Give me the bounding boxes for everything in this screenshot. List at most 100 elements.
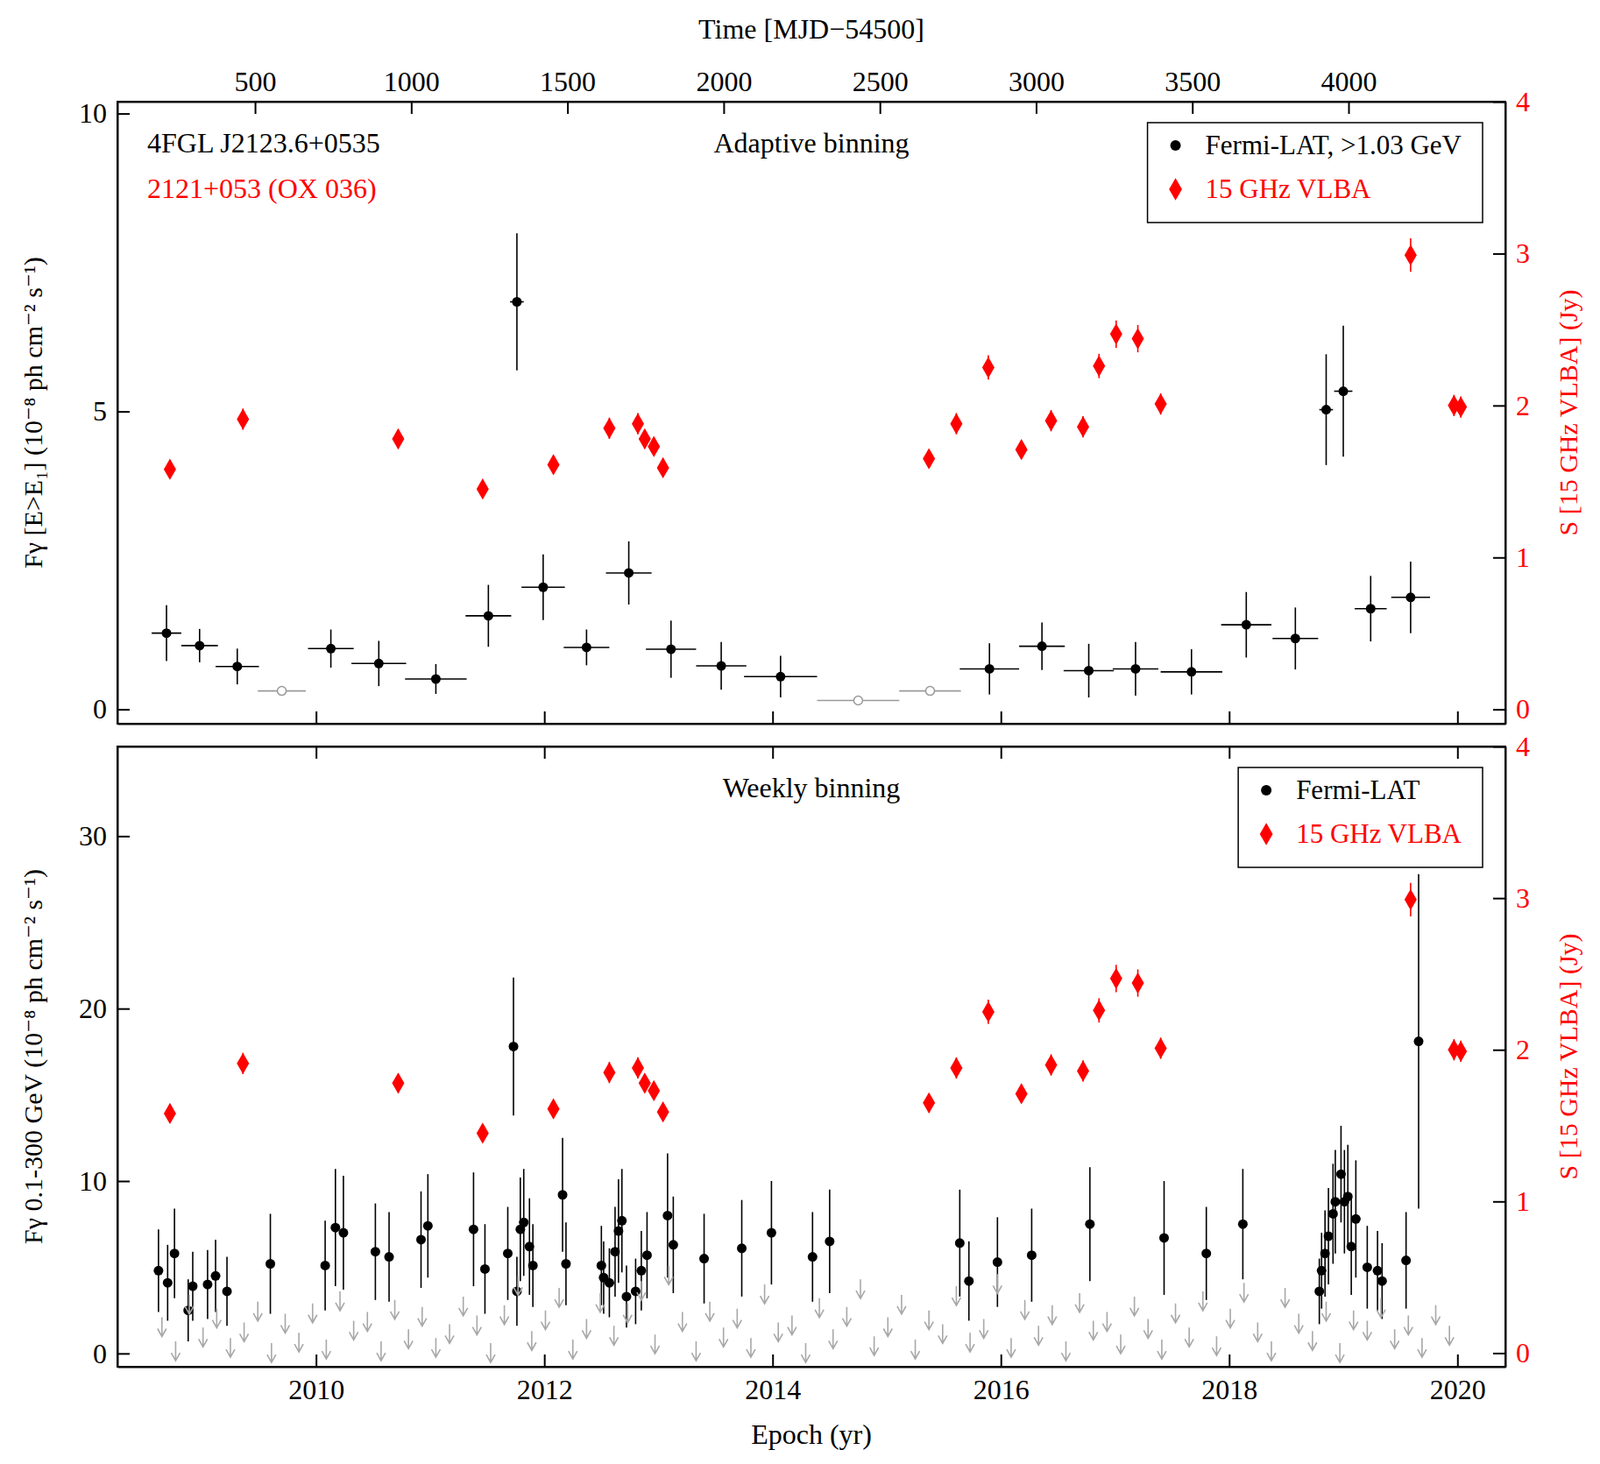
marker — [1366, 603, 1376, 614]
tick-label: 4 — [1515, 730, 1530, 763]
marker — [1045, 410, 1058, 432]
data-point — [1354, 575, 1387, 642]
marker — [1084, 1219, 1095, 1230]
upper-limit — [938, 1323, 948, 1344]
series — [151, 233, 1431, 698]
marker — [277, 686, 287, 696]
data-point — [320, 1220, 331, 1310]
data-point — [1362, 1225, 1373, 1309]
tick-mark — [1228, 1354, 1231, 1367]
data-point — [668, 1196, 679, 1294]
data-point — [1184, 1327, 1194, 1347]
upper-limit — [924, 1310, 934, 1331]
x2-axis: 5001000150020002500300035004000 — [118, 65, 1507, 114]
data-point — [1330, 1150, 1340, 1254]
upper-limit — [897, 1295, 907, 1315]
data-point — [606, 541, 652, 605]
data-point — [1198, 1291, 1208, 1311]
data-point — [1221, 592, 1272, 659]
upper-limit — [800, 1343, 810, 1363]
data-point — [1321, 1302, 1331, 1322]
data-point — [1161, 649, 1223, 695]
tick: 4000 — [1321, 65, 1378, 114]
data-point — [1403, 1316, 1413, 1336]
marker — [657, 1101, 670, 1123]
tick-label: 1500 — [539, 65, 596, 98]
data-point — [1047, 1305, 1057, 1325]
data-point — [842, 1307, 851, 1327]
marker — [384, 1252, 395, 1262]
marker — [1130, 664, 1140, 674]
data-point — [1089, 1320, 1098, 1340]
data-point — [1092, 998, 1105, 1023]
upper-limit — [1362, 1320, 1372, 1340]
upper-limit — [157, 1317, 167, 1338]
tick-mark — [1493, 1352, 1506, 1355]
data-point — [1110, 964, 1123, 992]
data-point — [391, 428, 404, 450]
marker — [547, 453, 560, 475]
data-point — [1132, 969, 1145, 997]
marker — [623, 567, 634, 578]
tick-mark — [117, 410, 130, 413]
data-point — [157, 1317, 167, 1338]
upper-limit — [1171, 1303, 1181, 1324]
tick-mark — [1000, 711, 1003, 724]
marker — [616, 1216, 627, 1226]
upper-limit — [814, 1298, 824, 1318]
tick-label: 1 — [1515, 541, 1530, 574]
marker — [992, 1257, 1003, 1268]
tick: 2010 — [288, 1354, 345, 1406]
tick: 2018 — [1201, 1354, 1258, 1406]
data-point — [1404, 238, 1417, 272]
data-point — [616, 1168, 627, 1273]
marker — [169, 1248, 180, 1259]
tick-mark — [1457, 746, 1459, 759]
tick-mark — [1493, 557, 1506, 560]
data-point — [1272, 607, 1318, 670]
upper-limit — [1075, 1293, 1084, 1313]
data-point — [982, 999, 995, 1025]
data-point — [253, 1302, 262, 1322]
tick: 2500 — [852, 65, 909, 114]
upper-limit — [1211, 1336, 1221, 1356]
annotation: 2121+053 (OX 036) — [147, 172, 377, 205]
tick-mark — [117, 1352, 130, 1355]
marker — [518, 1217, 529, 1228]
marker — [1201, 1248, 1211, 1259]
data-point — [308, 630, 354, 669]
upper-limit — [308, 1303, 318, 1324]
tick: 2 — [1493, 389, 1530, 422]
upper-limit — [335, 1291, 345, 1311]
data-point — [1211, 1336, 1221, 1356]
marker — [949, 1057, 963, 1079]
data-point — [518, 1168, 529, 1276]
data-point — [240, 1322, 249, 1342]
tick-label: 4 — [1515, 85, 1530, 118]
data-point — [212, 1309, 221, 1329]
tick: 3500 — [1164, 65, 1221, 114]
upper-limit — [1335, 1343, 1345, 1363]
tick — [544, 746, 546, 759]
chart: 5001000150020002500300035004000051001234… — [0, 0, 1600, 1464]
legend-item: 15 GHz VLBA — [1260, 818, 1463, 850]
tick-label: 2012 — [516, 1373, 574, 1406]
tick-mark — [1228, 746, 1231, 759]
tick — [1000, 711, 1002, 724]
marker — [1159, 1232, 1169, 1243]
tick-mark — [544, 1354, 546, 1367]
marker — [391, 1072, 404, 1094]
plot-area — [153, 874, 1467, 1363]
tick-mark — [1493, 101, 1506, 104]
marker — [1238, 1219, 1248, 1230]
data-point — [636, 1231, 646, 1311]
data-point — [959, 643, 1020, 694]
tick-mark — [544, 711, 546, 724]
data-point — [351, 640, 407, 687]
tick — [1457, 711, 1459, 724]
marker — [699, 1253, 709, 1264]
marker — [391, 428, 404, 450]
marker — [468, 1224, 479, 1235]
tick-label: 2016 — [973, 1373, 1030, 1406]
data-point — [554, 1288, 564, 1308]
